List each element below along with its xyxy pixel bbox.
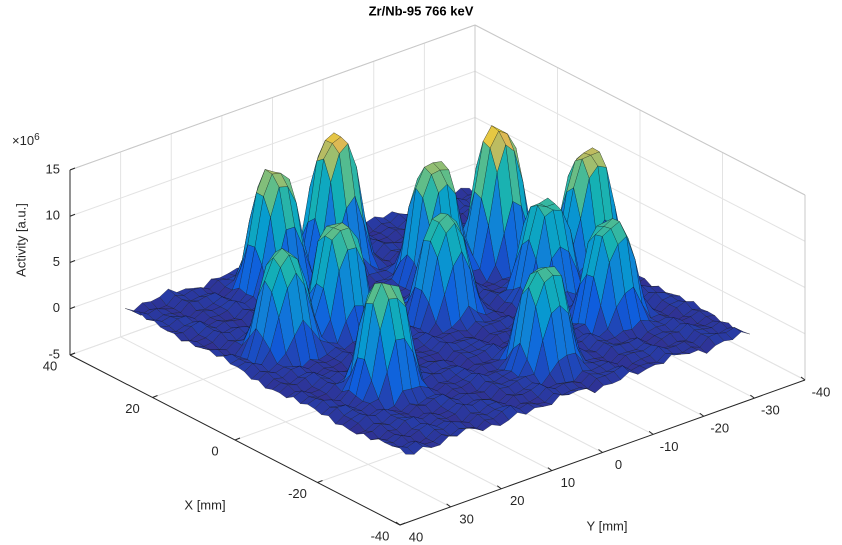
x-tick: [399, 522, 406, 526]
box-edge: [69, 24, 476, 171]
y-tick: [496, 485, 502, 490]
z-tick-label: 0: [53, 300, 60, 315]
z-tick: [69, 213, 76, 217]
y-tick: [800, 376, 806, 381]
x-tick: [69, 352, 76, 356]
x-tick-label: -40: [371, 528, 390, 543]
y-tick-label: -30: [761, 403, 780, 418]
x-tick-label: 40: [43, 358, 57, 373]
y-tick-label: -20: [710, 421, 729, 436]
y-tick-label: -10: [660, 439, 679, 454]
y-tick: [699, 412, 705, 417]
axes-layer: -5 0 5 10 15 -40 -20 0 20 40 -40 -30 -20 -10 0 10 20 30 40: [43, 161, 831, 544]
y-tick: [395, 521, 401, 526]
y-tick-label: 30: [459, 511, 473, 526]
y-tick: [446, 503, 451, 508]
z-tick-label: 15: [46, 161, 60, 176]
y-tick-label: 0: [615, 457, 622, 472]
z-tick: [69, 167, 76, 171]
z-axis-label: Activity [a.u.]: [13, 203, 28, 277]
z-tick-label: -5: [48, 346, 60, 361]
y-tick: [648, 430, 654, 435]
y-tick-label: 10: [561, 475, 575, 490]
y-tick-label: -40: [812, 384, 831, 399]
y-tick: [598, 449, 603, 453]
z-tick: [69, 306, 76, 310]
z-exponent-base: ×10: [12, 133, 34, 148]
surface-patch: [398, 446, 415, 455]
x-tick: [317, 480, 323, 483]
y-tick: [547, 467, 553, 472]
y-tick-label: 20: [510, 493, 524, 508]
z-tick: [69, 260, 76, 263]
surface: [125, 125, 750, 455]
z-tick-label: 5: [53, 254, 60, 269]
y-tick-label: 40: [409, 529, 423, 544]
chart-title: Zr/Nb-95 766 keV: [369, 3, 474, 18]
y-tick: [750, 394, 755, 399]
z-exponent: ×106: [12, 132, 40, 149]
box-edge: [474, 24, 806, 196]
z-tick-label: 10: [46, 208, 60, 223]
x-tick: [152, 395, 158, 398]
z-exponent-power: 6: [34, 132, 40, 143]
x-tick: [234, 437, 241, 441]
x-axis-label: X [mm]: [184, 497, 225, 512]
x-tick-label: 0: [211, 443, 218, 458]
x-tick-label: -20: [288, 486, 307, 501]
y-axis-label: Y [mm]: [587, 518, 628, 533]
x-tick-label: 20: [125, 401, 139, 416]
